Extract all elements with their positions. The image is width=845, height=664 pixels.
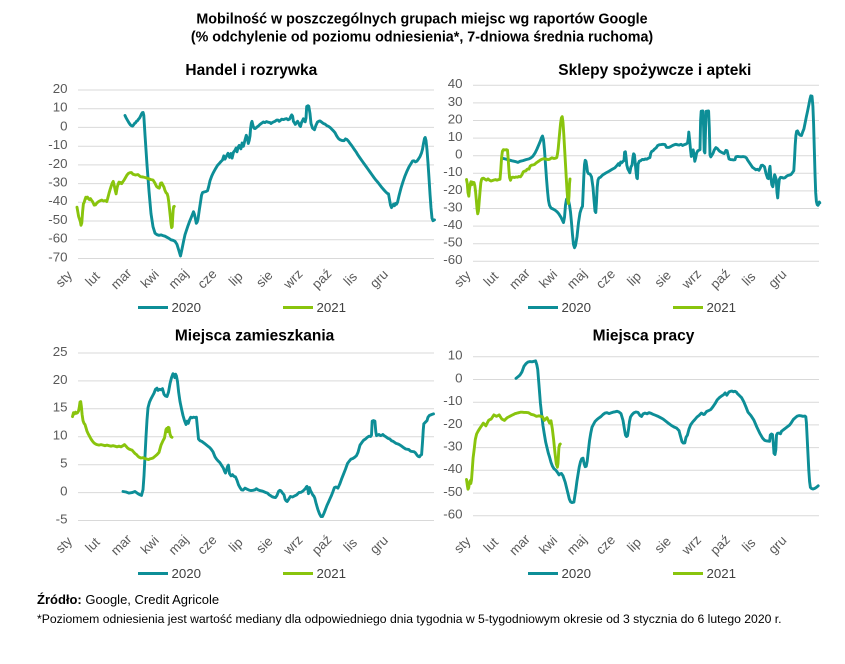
svg-text:20: 20 — [448, 111, 463, 126]
svg-text:-50: -50 — [48, 212, 67, 227]
svg-text:-40: -40 — [443, 461, 462, 476]
svg-text:10: 10 — [448, 348, 463, 363]
svg-text:2021: 2021 — [707, 300, 737, 315]
svg-text:2021: 2021 — [707, 566, 737, 581]
svg-text:Źródło: Google, Credit Agricol: Źródło: Google, Credit Agricole — [37, 592, 219, 607]
svg-text:0: 0 — [455, 370, 462, 385]
svg-text:15: 15 — [53, 400, 68, 415]
svg-text:-10: -10 — [443, 393, 462, 408]
svg-text:(% odchylenie od poziomu odnie: (% odchylenie od poziomu odniesienia*, 7… — [191, 30, 654, 46]
svg-text:30: 30 — [448, 94, 463, 109]
svg-text:-40: -40 — [443, 217, 462, 232]
svg-text:-30: -30 — [443, 199, 462, 214]
svg-text:-60: -60 — [48, 231, 67, 246]
svg-text:0: 0 — [60, 484, 67, 499]
svg-text:*Poziomem odniesienia jest war: *Poziomem odniesienia jest wartość media… — [37, 612, 782, 626]
svg-text:20: 20 — [53, 81, 68, 96]
svg-text:Miejsca pracy: Miejsca pracy — [593, 327, 695, 344]
svg-text:10: 10 — [448, 129, 463, 144]
svg-text:-10: -10 — [48, 137, 67, 152]
svg-text:Handel i rozrywka: Handel i rozrywka — [185, 62, 317, 79]
svg-text:-60: -60 — [443, 252, 462, 267]
svg-text:-40: -40 — [48, 193, 67, 208]
svg-text:-50: -50 — [443, 484, 462, 499]
svg-text:-5: -5 — [56, 511, 68, 526]
svg-text:Miejsca zamieszkania: Miejsca zamieszkania — [175, 327, 335, 344]
svg-text:2020: 2020 — [562, 300, 592, 315]
svg-text:2020: 2020 — [562, 566, 592, 581]
svg-text:-20: -20 — [443, 182, 462, 197]
svg-text:-10: -10 — [443, 164, 462, 179]
svg-text:10: 10 — [53, 100, 68, 115]
svg-text:-60: -60 — [443, 507, 462, 522]
svg-text:25: 25 — [53, 344, 68, 359]
svg-text:0: 0 — [60, 118, 67, 133]
svg-text:10: 10 — [53, 428, 68, 443]
svg-text:-70: -70 — [48, 249, 67, 264]
svg-text:0: 0 — [455, 147, 462, 162]
svg-text:2020: 2020 — [172, 566, 202, 581]
svg-text:-20: -20 — [48, 156, 67, 171]
svg-text:40: 40 — [448, 76, 463, 91]
svg-text:-30: -30 — [48, 175, 67, 190]
svg-text:-20: -20 — [443, 416, 462, 431]
svg-text:2020: 2020 — [172, 300, 202, 315]
svg-text:Mobilność w poszczególnych gru: Mobilność w poszczególnych grupach miejs… — [196, 12, 647, 28]
svg-text:-30: -30 — [443, 439, 462, 454]
svg-text:2021: 2021 — [317, 300, 347, 315]
svg-text:20: 20 — [53, 372, 68, 387]
svg-text:Sklepy spożywcze i apteki: Sklepy spożywcze i apteki — [558, 62, 751, 79]
svg-text:5: 5 — [60, 456, 67, 471]
svg-text:-50: -50 — [443, 235, 462, 250]
svg-text:2021: 2021 — [317, 566, 347, 581]
